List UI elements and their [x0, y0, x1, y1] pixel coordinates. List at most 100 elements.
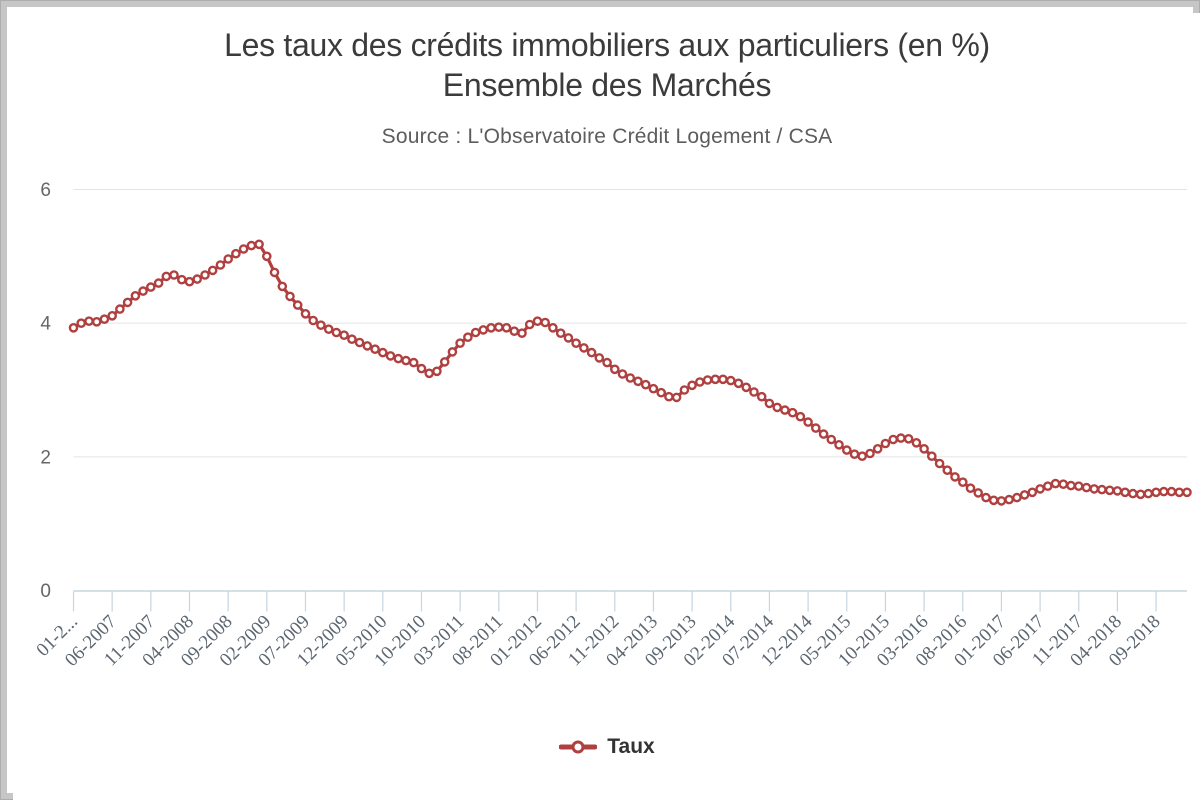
data-point-marker[interactable] [934, 458, 945, 469]
data-point-marker[interactable] [1081, 482, 1092, 493]
data-point-marker[interactable] [246, 240, 257, 251]
data-point-marker[interactable] [455, 338, 465, 349]
data-point-marker[interactable] [176, 274, 187, 285]
data-point-marker[interactable] [509, 326, 520, 337]
data-point-marker[interactable] [687, 380, 697, 391]
data-point-marker[interactable] [1043, 481, 1053, 492]
data-point-marker[interactable] [347, 334, 357, 345]
data-point-marker[interactable] [571, 338, 581, 349]
data-point-marker[interactable] [973, 488, 984, 498]
data-point-marker[interactable] [563, 333, 574, 343]
data-point-marker[interactable] [695, 377, 705, 387]
data-point-marker[interactable] [1182, 487, 1192, 498]
data-point-marker[interactable] [107, 310, 117, 321]
data-point-marker[interactable] [1112, 486, 1123, 496]
data-point-marker[interactable] [231, 248, 241, 259]
data-point-marker[interactable] [1089, 484, 1099, 494]
data-point-marker[interactable] [671, 392, 682, 403]
data-point-marker[interactable] [447, 347, 458, 357]
data-point-marker[interactable] [470, 327, 481, 338]
data-point-marker[interactable] [269, 267, 280, 278]
data-point-marker[interactable] [579, 343, 589, 353]
data-point-marker[interactable] [478, 325, 489, 335]
data-point-marker[interactable] [308, 315, 319, 326]
data-point-marker[interactable] [238, 244, 249, 254]
data-point-marker[interactable] [842, 445, 852, 455]
data-point-marker[interactable] [1050, 478, 1061, 489]
data-point-marker[interactable] [803, 417, 813, 427]
data-point-marker[interactable] [1035, 484, 1045, 494]
data-point-marker[interactable] [981, 492, 991, 503]
data-point-marker[interactable] [586, 347, 597, 358]
data-point-marker[interactable] [950, 472, 960, 482]
data-point-marker[interactable] [215, 260, 226, 270]
data-point-marker[interactable] [648, 383, 659, 394]
data-point-marker[interactable] [756, 391, 767, 402]
data-point-marker[interactable] [741, 382, 752, 393]
data-point-marker[interactable] [927, 451, 937, 462]
data-point-marker[interactable] [207, 265, 218, 276]
data-point-marker[interactable] [818, 429, 829, 439]
data-point-marker[interactable] [339, 330, 349, 341]
data-point-marker[interactable] [911, 437, 922, 448]
data-point-marker[interactable] [501, 322, 512, 333]
data-point-marker[interactable] [145, 282, 156, 292]
data-point-marker[interactable] [1166, 486, 1177, 497]
data-point-marker[interactable] [772, 402, 783, 413]
data-point-marker[interactable] [996, 496, 1007, 506]
data-point-marker[interactable] [1066, 480, 1076, 491]
data-point-marker[interactable] [625, 373, 636, 383]
data-point-marker[interactable] [640, 379, 651, 390]
data-point-marker[interactable] [138, 286, 148, 296]
data-point-marker[interactable] [1058, 479, 1069, 490]
data-point-marker[interactable] [718, 374, 728, 385]
data-point-marker[interactable] [540, 317, 551, 328]
data-point-marker[interactable] [733, 378, 744, 389]
data-point-marker[interactable] [780, 405, 790, 415]
data-point-marker[interactable] [432, 366, 442, 377]
data-point-marker[interactable] [919, 443, 929, 454]
data-point-marker[interactable] [200, 270, 210, 280]
data-point-marker[interactable] [988, 495, 999, 506]
data-point-marker[interactable] [795, 411, 806, 422]
data-point-marker[interactable] [610, 364, 620, 375]
data-point-marker[interactable] [857, 451, 868, 462]
data-point-marker[interactable] [1104, 485, 1115, 496]
data-point-marker[interactable] [1004, 494, 1014, 505]
data-point-marker[interactable] [958, 477, 968, 488]
data-point-marker[interactable] [749, 387, 759, 397]
data-point-marker[interactable] [261, 251, 272, 262]
data-point-marker[interactable] [865, 448, 875, 459]
data-point-marker[interactable] [416, 363, 427, 374]
data-point-marker[interactable] [849, 449, 860, 460]
data-point-marker[interactable] [161, 271, 172, 282]
data-point-marker[interactable] [1097, 484, 1107, 495]
data-point-marker[interactable] [385, 351, 396, 361]
data-point-marker[interactable] [393, 353, 404, 364]
data-point-marker[interactable] [656, 387, 667, 398]
data-point-marker[interactable] [192, 274, 202, 284]
data-point-marker[interactable] [254, 239, 264, 250]
data-point-marker[interactable] [1019, 490, 1030, 500]
data-point-marker[interactable] [1027, 487, 1038, 498]
data-point-marker[interactable] [130, 290, 141, 301]
data-point-marker[interactable] [354, 337, 365, 348]
data-point-marker[interactable] [1151, 487, 1161, 498]
data-point-marker[interactable] [486, 322, 496, 333]
data-point-marker[interactable] [664, 391, 674, 402]
data-point-marker[interactable] [834, 439, 844, 450]
data-point-marker[interactable] [880, 438, 891, 449]
data-point-marker[interactable] [115, 304, 125, 314]
data-point-marker[interactable] [463, 332, 473, 343]
data-point-marker[interactable] [872, 443, 883, 454]
data-point-marker[interactable] [184, 276, 195, 287]
data-point-marker[interactable] [300, 308, 311, 319]
data-point-marker[interactable] [331, 327, 342, 338]
data-point-marker[interactable] [169, 270, 179, 280]
data-point-marker[interactable] [292, 300, 303, 310]
data-point-marker[interactable] [84, 316, 94, 327]
data-point-marker[interactable] [68, 322, 79, 333]
data-point-marker[interactable] [1012, 492, 1022, 503]
data-point-marker[interactable] [277, 281, 288, 292]
data-point-marker[interactable] [764, 398, 775, 409]
